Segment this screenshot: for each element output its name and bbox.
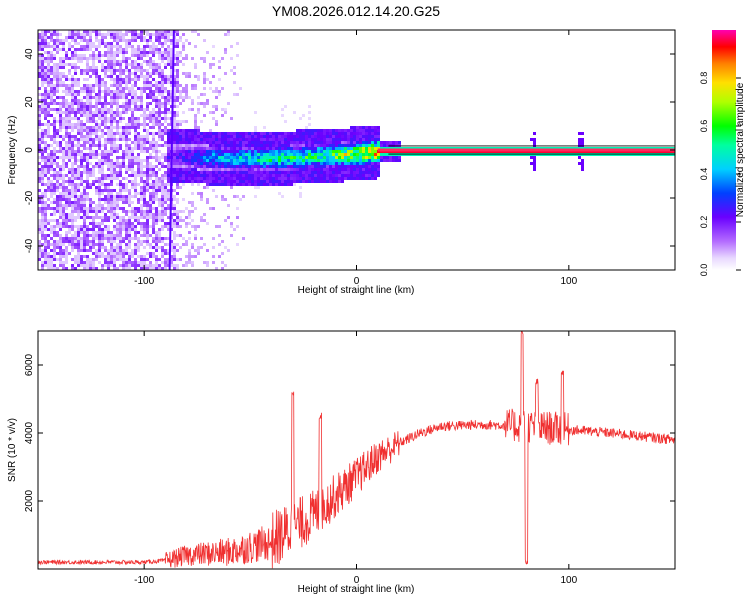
spectrogram-x-tick-label: 0 xyxy=(354,276,360,287)
colorbar-gradient xyxy=(712,30,736,270)
colorbar-tick-label: 0.6 xyxy=(699,120,709,133)
colorbar: 0.0 0.2 0.4 0.6 0.8 Normalized spectral ampl… xyxy=(699,30,746,276)
snr-frame xyxy=(37,330,676,570)
spectrogram-y-tick-label: -20 xyxy=(24,190,35,205)
snr-x-label: Height of straight line (km) xyxy=(298,584,415,595)
spectrogram-y-tick-label: 20 xyxy=(24,96,35,108)
spectrogram-y-tick-label: 0 xyxy=(24,147,35,153)
snr-x-tick-label: 0 xyxy=(354,575,360,586)
snr-y-tick-label: 4000 xyxy=(24,421,35,444)
snr-panel: -100 0 100 2000 4000 6000 Height of straight… xyxy=(7,330,676,595)
colorbar-tick-label: 0.4 xyxy=(699,168,709,181)
spectrogram-x-ticks: -100 0 100 xyxy=(134,30,578,287)
noise-streak xyxy=(168,30,175,270)
spectrogram-x-label: Height of straight line (km) xyxy=(298,285,415,296)
snr-x-ticks: -100 0 100 xyxy=(134,331,578,586)
spectrogram-x-tick-label: 100 xyxy=(560,276,577,287)
spectrogram-heatmap xyxy=(38,30,675,270)
spectrogram-y-tick-label: 40 xyxy=(24,48,35,60)
spectrogram-y-label: Frequency (Hz) xyxy=(7,116,18,185)
spectrogram-panel: -100 0 100 -40 -20 0 20 40 Height of straight … xyxy=(7,29,676,296)
colorbar-tick-label: 0.2 xyxy=(699,216,709,229)
snr-y-ticks: 2000 4000 6000 xyxy=(24,353,675,512)
colorbar-tick-label: 0.0 xyxy=(699,264,709,277)
colorbar-tick-label: 0.8 xyxy=(699,72,709,85)
colorbar-label: Normalized spectral amplitude xyxy=(735,82,746,217)
snr-y-label: SNR (10 * v/v) xyxy=(7,418,18,482)
snr-series-line xyxy=(38,331,675,569)
spectrogram-x-tick-label: -100 xyxy=(134,276,154,287)
snr-y-tick-label: 6000 xyxy=(24,353,35,376)
spectrogram-y-ticks: -40 -20 0 20 40 xyxy=(24,48,675,253)
figure-title: YM08.2026.012.14.20.G25 xyxy=(272,3,440,19)
snr-y-tick-label: 2000 xyxy=(24,489,35,512)
colorbar-ticks: 0.0 0.2 0.4 0.6 0.8 xyxy=(699,72,741,277)
snr-x-tick-label: 100 xyxy=(560,575,577,586)
spectrogram-y-tick-label: -40 xyxy=(24,238,35,253)
snr-x-tick-label: -100 xyxy=(134,575,154,586)
